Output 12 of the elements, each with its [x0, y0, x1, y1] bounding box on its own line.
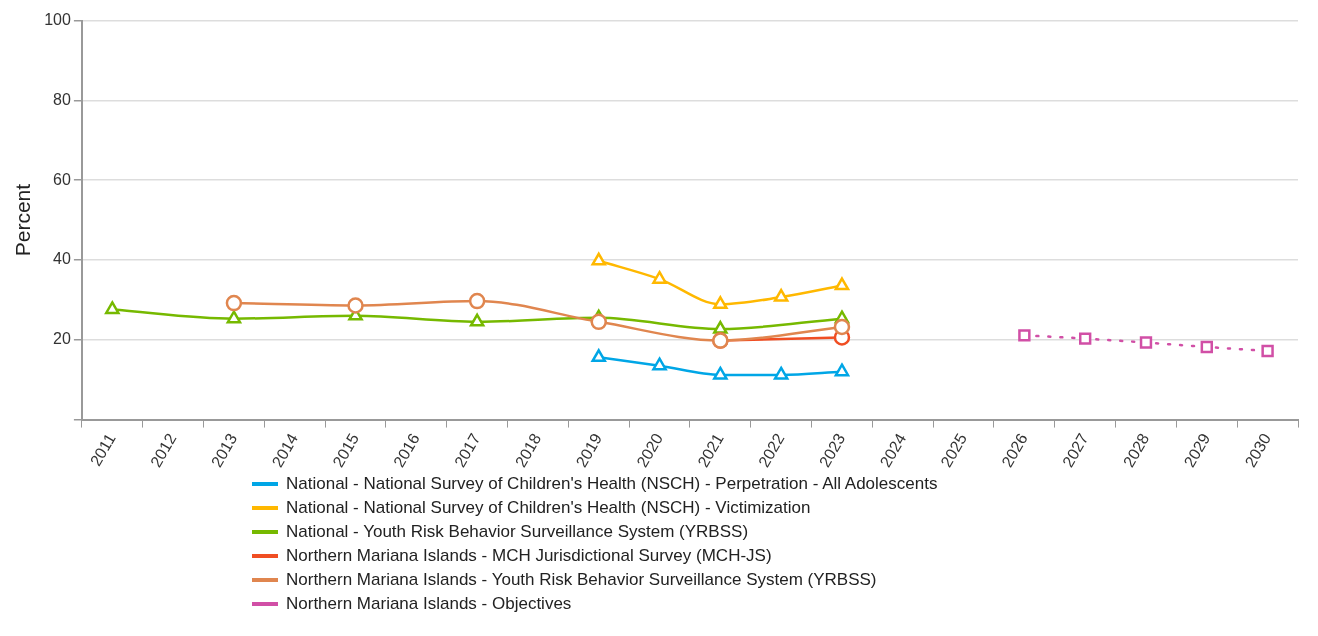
y-tick-label: 60 [53, 170, 71, 188]
legend-label: Northern Mariana Islands - MCH Jurisdictional Survey (MCH-JS) [286, 546, 772, 566]
legend-label: Northern Mariana Islands - Youth Risk Behavior Surveillance System (YRBSS) [286, 570, 877, 590]
y-tick-label: 80 [53, 90, 71, 108]
legend-label: National - National Survey of Children's Health (NSCH) - Perpetration - All Adolescents [286, 474, 938, 494]
legend-label: National - National Survey of Children's Health (NSCH) - Victimization [286, 498, 811, 518]
y-axis-title: Percent [11, 183, 35, 257]
legend-label: National - Youth Risk Behavior Surveillance System (YRBSS) [286, 522, 749, 542]
y-tick-label: 40 [53, 250, 71, 268]
y-tick-label: 20 [53, 330, 71, 348]
y-tick-label: 100 [44, 11, 71, 29]
legend-label: Northern Mariana Islands - Objectives [286, 594, 572, 614]
